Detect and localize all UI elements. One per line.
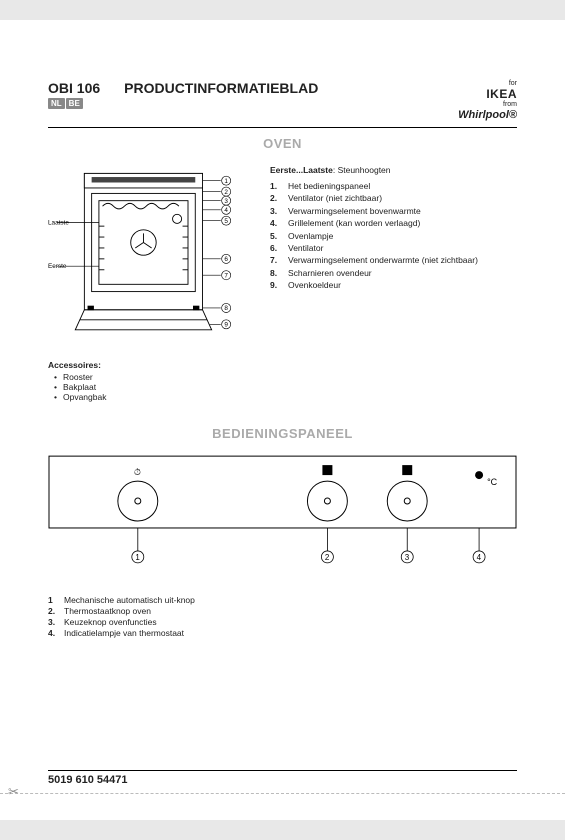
scissor-icon: ✂	[8, 784, 19, 800]
document-title: PRODUCTINFORMATIEBLAD	[124, 80, 318, 96]
language-badges: NLBE	[48, 98, 318, 109]
list-item: 4.Indicatielampje van thermostaat	[48, 628, 517, 638]
svg-text:4: 4	[224, 207, 228, 214]
list-item: 9.Ovenkoeldeur	[270, 280, 517, 291]
section-panel-title: BEDIENINGSPANEEL	[48, 426, 517, 441]
list-item: 3.Keuzeknop ovenfuncties	[48, 617, 517, 627]
diagram-label-laatste: Laatste	[48, 219, 69, 226]
control-panel-diagram: ⏱ °C 1 2 3 4	[48, 455, 517, 577]
svg-text:⏱: ⏱	[134, 467, 141, 477]
diagram-label-eerste: Eerste	[48, 263, 67, 270]
svg-text:8: 8	[224, 305, 228, 312]
panel-legend: 1Mechanische automatisch uit-knop 2.Ther…	[48, 595, 517, 638]
accessories-title: Accessoires:	[48, 360, 517, 370]
ikea-logo: IKEA	[458, 88, 517, 101]
list-item: 1Mechanische automatisch uit-knop	[48, 595, 517, 605]
svg-text:2: 2	[325, 553, 330, 562]
accessories-list: Rooster Bakplaat Opvangbak	[48, 372, 517, 402]
brand-mid: from	[503, 101, 517, 108]
svg-text:9: 9	[224, 321, 228, 328]
cut-line	[0, 793, 565, 794]
list-item: 1.Het bedieningspaneel	[270, 181, 517, 192]
oven-subhead: Eerste...Laatste: Steunhoogten	[270, 165, 517, 175]
oven-legend: Eerste...Laatste: Steunhoogten 1.Het bed…	[270, 165, 517, 342]
brand-block: for IKEA from Whirlpool®	[458, 80, 517, 121]
oven-section: Laatste Eerste 1 2 3 4 5 6 7 8 9	[48, 165, 517, 342]
svg-text:4: 4	[477, 553, 482, 562]
whirlpool-logo: Whirlpool®	[458, 109, 517, 121]
svg-text:1: 1	[135, 553, 140, 562]
header-rule	[48, 127, 517, 128]
svg-text:7: 7	[224, 272, 228, 279]
badge-nl: NL	[48, 98, 65, 109]
list-item: Bakplaat	[54, 382, 517, 392]
header: OBI 106 PRODUCTINFORMATIEBLAD NLBE for I…	[48, 80, 517, 121]
list-item: 3.Verwarmingselement bovenwarmte	[270, 206, 517, 217]
list-item: 2.Thermostaatknop oven	[48, 606, 517, 616]
footer-code: 5019 610 54471	[48, 770, 517, 786]
list-item: Opvangbak	[54, 392, 517, 402]
model-number: OBI 106	[48, 80, 100, 96]
page: OBI 106 PRODUCTINFORMATIEBLAD NLBE for I…	[0, 20, 565, 820]
brand-prefix: for	[509, 80, 517, 87]
svg-text:3: 3	[224, 198, 228, 205]
list-item: 8.Scharnieren ovendeur	[270, 268, 517, 279]
list-item: Rooster	[54, 372, 517, 382]
accessories-block: Accessoires: Rooster Bakplaat Opvangbak	[48, 360, 517, 402]
list-item: 6.Ventilator	[270, 243, 517, 254]
svg-text:5: 5	[224, 218, 228, 225]
title-block: OBI 106 PRODUCTINFORMATIEBLAD NLBE	[48, 80, 318, 109]
list-item: 4.Grillelement (kan worden verlaagd)	[270, 218, 517, 229]
svg-text:6: 6	[224, 256, 228, 263]
svg-text:1: 1	[224, 178, 228, 185]
list-item: 5.Ovenlampje	[270, 231, 517, 242]
oven-diagram: Laatste Eerste 1 2 3 4 5 6 7 8 9	[48, 165, 248, 342]
list-item: 2.Ventilator (niet zichtbaar)	[270, 193, 517, 204]
badge-be: BE	[66, 98, 83, 109]
svg-text:3: 3	[405, 553, 410, 562]
temp-unit-label: °C	[487, 477, 498, 487]
svg-text:2: 2	[224, 189, 228, 196]
oven-item-list: 1.Het bedieningspaneel 2.Ventilator (nie…	[270, 181, 517, 292]
section-oven-title: OVEN	[48, 136, 517, 151]
list-item: 7.Verwarmingselement onderwarmte (niet z…	[270, 255, 517, 266]
